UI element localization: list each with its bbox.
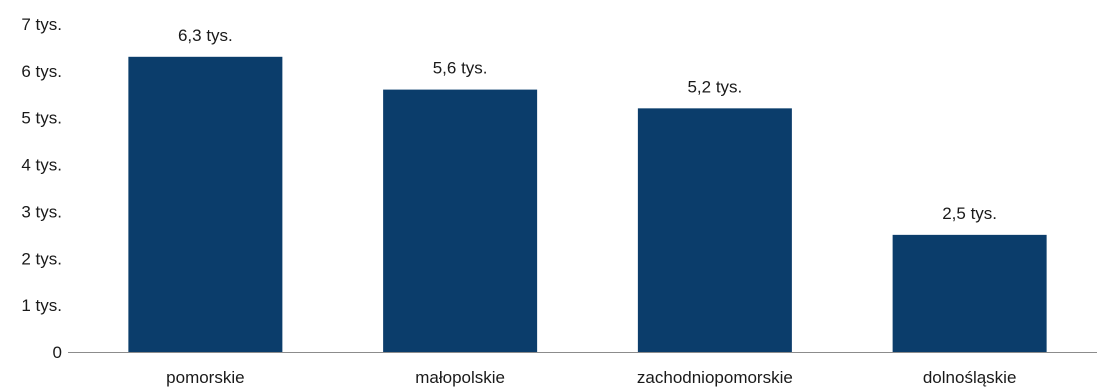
y-tick-label: 2 tys.	[21, 249, 62, 268]
category-label: małopolskie	[415, 368, 505, 387]
y-tick-label: 3 tys.	[21, 202, 62, 221]
y-tick-label: 7 tys.	[21, 15, 62, 34]
bar-value-label: 5,2 tys.	[687, 77, 742, 96]
bar	[892, 234, 1047, 352]
bar	[128, 56, 283, 353]
bars-group	[128, 56, 1047, 353]
y-axis-tick-labels: 0 1 tys. 2 tys. 3 tys. 4 tys. 5 tys. 6 tys. 7 t…	[21, 15, 62, 362]
bar-value-label: 2,5 tys.	[942, 204, 997, 223]
bar-value-label: 5,6 tys.	[433, 59, 488, 78]
category-label: zachodniopomorskie	[637, 368, 793, 387]
y-tick-label: 1 tys.	[21, 296, 62, 315]
y-tick-label: 0	[53, 343, 62, 362]
bar-value-label: 6,3 tys.	[178, 26, 233, 45]
category-label: dolnośląskie	[923, 368, 1017, 387]
category-label: pomorskie	[166, 368, 244, 387]
category-labels-group: pomorskie małopolskie zachodniopomorskie do…	[166, 368, 1016, 387]
data-labels-group: 6,3 tys. 5,6 tys. 5,2 tys. 2,5 tys.	[178, 26, 997, 223]
bar	[637, 108, 792, 352]
y-tick-label: 4 tys.	[21, 156, 62, 175]
y-tick-label: 6 tys.	[21, 62, 62, 81]
y-tick-label: 5 tys.	[21, 109, 62, 128]
bar	[383, 89, 538, 352]
